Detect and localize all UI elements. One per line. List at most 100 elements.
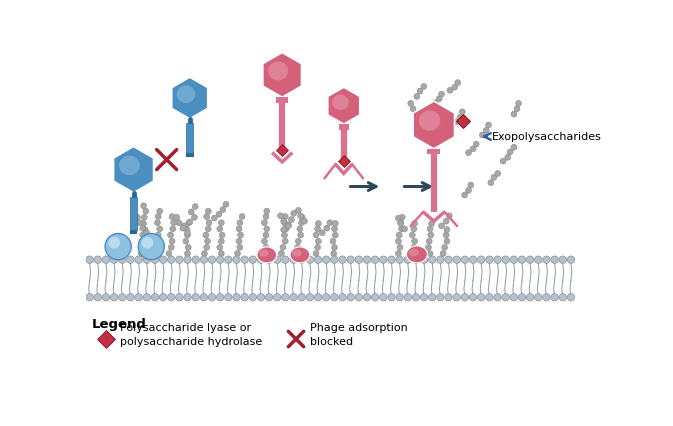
Ellipse shape (332, 95, 349, 111)
Ellipse shape (290, 248, 310, 263)
Circle shape (313, 251, 319, 257)
Circle shape (486, 123, 491, 129)
Circle shape (542, 294, 550, 301)
Circle shape (168, 233, 174, 239)
Circle shape (398, 221, 404, 227)
Circle shape (436, 97, 442, 102)
Circle shape (461, 256, 468, 264)
Circle shape (168, 256, 175, 264)
Circle shape (526, 256, 534, 264)
Circle shape (209, 256, 216, 264)
Circle shape (140, 233, 146, 239)
Circle shape (281, 219, 287, 225)
Circle shape (470, 147, 476, 153)
Circle shape (192, 204, 198, 210)
Polygon shape (114, 147, 153, 193)
Circle shape (452, 85, 458, 91)
Circle shape (182, 223, 187, 229)
Circle shape (169, 239, 175, 245)
Circle shape (187, 219, 192, 225)
Circle shape (469, 294, 476, 301)
Circle shape (398, 227, 404, 232)
Circle shape (151, 256, 159, 264)
Circle shape (257, 256, 264, 264)
Circle shape (235, 251, 240, 257)
Circle shape (105, 234, 131, 260)
Circle shape (296, 251, 302, 257)
Circle shape (502, 256, 509, 264)
Circle shape (289, 217, 294, 223)
Circle shape (282, 214, 288, 220)
Circle shape (184, 294, 191, 301)
Circle shape (518, 294, 526, 301)
Circle shape (201, 251, 207, 257)
Circle shape (441, 245, 448, 250)
Circle shape (102, 256, 110, 264)
Circle shape (319, 230, 325, 236)
Circle shape (265, 294, 273, 301)
Circle shape (236, 227, 242, 232)
Circle shape (233, 294, 240, 301)
Circle shape (94, 294, 102, 301)
Circle shape (511, 145, 517, 151)
Circle shape (152, 251, 158, 257)
Circle shape (219, 233, 225, 239)
Circle shape (217, 294, 224, 301)
Circle shape (315, 227, 320, 232)
Circle shape (428, 233, 433, 239)
Circle shape (108, 237, 120, 249)
Circle shape (330, 239, 336, 245)
Circle shape (446, 213, 452, 219)
Circle shape (526, 294, 534, 301)
Circle shape (262, 239, 267, 245)
Ellipse shape (409, 249, 419, 257)
Circle shape (468, 183, 474, 188)
Circle shape (140, 226, 146, 231)
Circle shape (141, 245, 147, 250)
Circle shape (409, 251, 415, 257)
Circle shape (183, 239, 189, 245)
Circle shape (455, 81, 460, 86)
Circle shape (314, 256, 322, 264)
Circle shape (239, 214, 245, 220)
Circle shape (411, 227, 417, 232)
Circle shape (184, 233, 190, 239)
Circle shape (170, 227, 176, 232)
Circle shape (127, 294, 134, 301)
Bar (339, 125, 349, 130)
Circle shape (282, 239, 288, 245)
Bar (276, 98, 288, 104)
Circle shape (500, 159, 506, 165)
Circle shape (483, 128, 489, 134)
Circle shape (184, 251, 190, 257)
Circle shape (160, 294, 167, 301)
Circle shape (316, 221, 321, 227)
Circle shape (298, 256, 306, 264)
Ellipse shape (292, 250, 302, 257)
Circle shape (249, 256, 256, 264)
Circle shape (551, 294, 559, 301)
Polygon shape (172, 78, 208, 119)
Circle shape (404, 256, 411, 264)
Circle shape (137, 220, 143, 226)
Circle shape (263, 233, 269, 239)
Circle shape (220, 207, 226, 213)
Circle shape (141, 215, 147, 221)
Circle shape (86, 256, 94, 264)
Circle shape (399, 215, 405, 221)
Circle shape (291, 211, 297, 217)
Circle shape (295, 208, 302, 214)
Circle shape (171, 220, 176, 226)
Circle shape (86, 294, 94, 301)
Circle shape (225, 256, 232, 264)
Circle shape (396, 294, 403, 301)
Circle shape (217, 227, 223, 232)
Circle shape (330, 256, 338, 264)
Circle shape (281, 220, 287, 226)
Circle shape (427, 227, 433, 232)
Bar (186, 124, 193, 153)
Circle shape (206, 220, 212, 226)
Circle shape (417, 89, 423, 95)
Circle shape (429, 221, 435, 227)
Circle shape (127, 256, 134, 264)
